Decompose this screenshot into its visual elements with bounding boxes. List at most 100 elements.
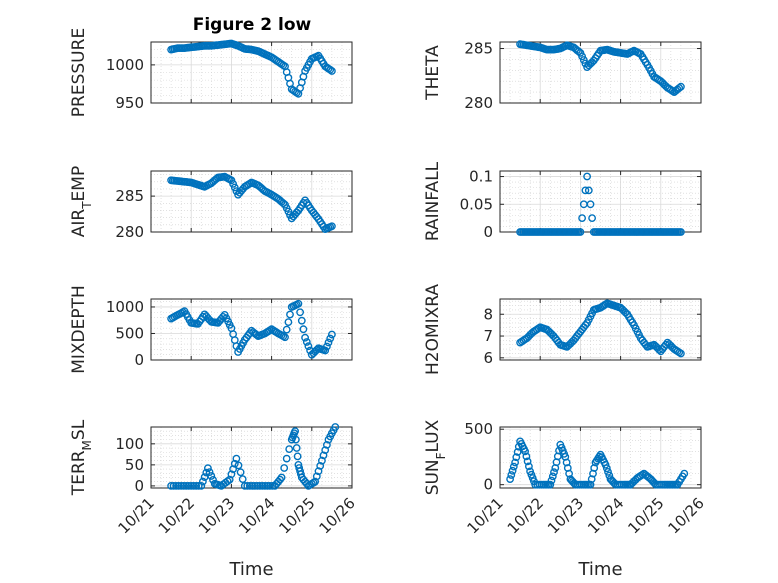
data-series: [167, 172, 336, 234]
y-tick-label: 0: [483, 476, 493, 494]
data-point: [250, 481, 259, 490]
y-tick-label: 7: [483, 327, 493, 345]
x-axis-label: Time: [577, 559, 622, 580]
data-point: [280, 464, 289, 472]
data-point: [522, 452, 531, 461]
data-point: [548, 472, 557, 481]
figure-title: Figure 2 low: [193, 15, 312, 35]
data-point: [521, 447, 529, 456]
data-point: [326, 65, 335, 74]
data-point: [588, 214, 596, 223]
data-point: [248, 481, 257, 490]
data-point: [282, 454, 291, 463]
data-point: [321, 446, 330, 454]
x-tick-label: 10/21: [464, 494, 507, 537]
data-point: [324, 338, 333, 347]
data-point: [282, 325, 291, 334]
y-axis-label: MIXDEPTH: [69, 285, 89, 374]
y-tick-label: 6: [483, 349, 493, 367]
y-tick-label: 8: [483, 305, 493, 323]
data-point: [675, 84, 684, 92]
data-point: [327, 222, 336, 231]
data-point: [192, 481, 201, 490]
data-point: [576, 228, 585, 236]
data-point: [169, 481, 178, 490]
data-point: [550, 468, 558, 477]
data-point: [331, 423, 340, 431]
y-tick-label: 280: [115, 223, 144, 241]
data-point: [187, 481, 196, 490]
data-point: [277, 473, 286, 482]
x-tick-label: 10/26: [316, 494, 359, 537]
data-point: [523, 457, 532, 466]
data-series: [516, 299, 685, 358]
data-point: [321, 346, 330, 355]
data-point: [245, 481, 254, 490]
data-point: [513, 448, 522, 456]
y-axis-label: RAINFALL: [423, 161, 443, 241]
x-tick-label: 10/23: [544, 494, 587, 537]
data-point: [243, 481, 252, 490]
data-point: [296, 308, 304, 317]
data-point: [263, 481, 272, 490]
axes-box: [499, 298, 702, 361]
data-point: [286, 310, 294, 319]
y-axis-label: TERRMSL: [69, 419, 94, 496]
data-point: [240, 481, 249, 490]
data-point: [546, 480, 555, 489]
data-point: [292, 444, 301, 452]
axes-box: [150, 298, 353, 361]
data-point: [229, 179, 238, 188]
y-tick-label: 0: [134, 477, 144, 495]
y-tick-label: 500: [464, 420, 493, 438]
x-tick-label: 10/22: [155, 494, 198, 537]
data-point: [680, 469, 689, 478]
data-point: [509, 462, 518, 471]
data-series: [167, 39, 336, 98]
data-point: [184, 481, 193, 490]
subplot-1: 950 1000 PRESSURE: [69, 28, 353, 117]
x-tick-label: 10/26: [665, 494, 708, 537]
y-tick-label: 285: [464, 40, 493, 58]
data-point: [167, 481, 176, 490]
y-axis-label: THETA: [423, 45, 443, 101]
data-point: [301, 333, 309, 342]
data-point: [327, 67, 336, 75]
data-point: [177, 481, 186, 490]
data-point: [586, 200, 595, 209]
data-point: [189, 481, 198, 490]
data-point: [293, 452, 302, 461]
x-tick-label: 10/21: [115, 494, 158, 537]
data-point: [316, 461, 325, 470]
data-point: [203, 464, 212, 473]
axes-box: [499, 426, 702, 489]
data-point: [234, 461, 243, 470]
axes-box: [499, 41, 702, 104]
y-axis-label: H2OMIXRA: [423, 284, 443, 375]
data-point: [562, 458, 571, 467]
data-series: [506, 437, 689, 489]
data-series: [167, 423, 340, 490]
data-point: [182, 481, 191, 490]
data-point: [255, 481, 264, 490]
subplot-5: 0 500 1000 MIXDEPTH: [69, 285, 353, 374]
x-tick-label: 10/22: [504, 494, 547, 537]
data-point: [205, 468, 214, 476]
data-point: [291, 427, 299, 436]
y-tick-label: 1000: [106, 56, 144, 74]
data-point: [198, 477, 207, 486]
data-point: [284, 318, 293, 326]
data-point: [581, 186, 590, 195]
data-point: [285, 445, 294, 453]
data-point: [207, 472, 216, 480]
y-tick-label: 280: [464, 94, 493, 112]
y-tick-label: 950: [115, 94, 144, 112]
y-tick-label: 500: [115, 324, 144, 342]
y-tick-label: 0: [483, 223, 493, 241]
data-point: [281, 333, 289, 342]
data-point: [511, 458, 519, 467]
data-point: [508, 466, 517, 475]
